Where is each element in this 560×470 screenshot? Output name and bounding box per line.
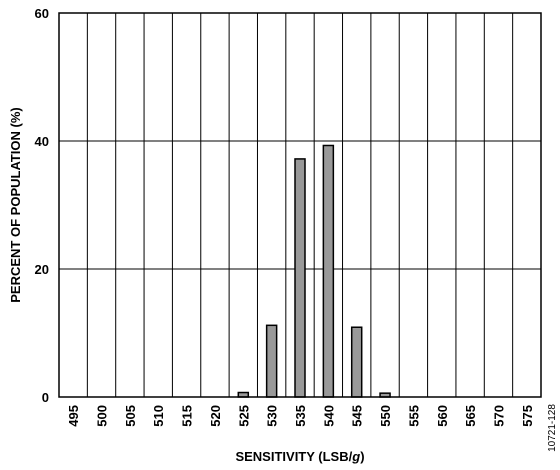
x-tick-label: 525 — [236, 405, 251, 427]
x-tick-label: 495 — [66, 405, 81, 427]
x-tick-label: 530 — [265, 405, 280, 427]
y-tick-label: 40 — [35, 134, 49, 149]
y-axis-title: PERCENT OF POPULATION (%) — [8, 107, 23, 302]
x-tick-label: 550 — [378, 405, 393, 427]
bar-540 — [322, 144, 335, 398]
x-axis-title-unit: g — [351, 449, 360, 464]
bar-545 — [350, 326, 363, 398]
y-tick-label: 60 — [35, 6, 49, 21]
x-tick-label: 510 — [151, 405, 166, 427]
x-axis-title-main: SENSITIVITY (LSB/ — [235, 449, 352, 464]
x-tick-label: 520 — [208, 405, 223, 427]
x-tick-label: 565 — [463, 405, 478, 427]
x-axis-title-close: ) — [360, 449, 364, 464]
bar-530 — [265, 324, 278, 398]
x-axis-ticks: 495 500 505 510 515 520 525 530 535 540 545 550 555 5… — [66, 405, 535, 427]
x-tick-label: 535 — [293, 405, 308, 427]
y-axis-ticks: 0 20 40 60 — [35, 6, 49, 405]
x-tick-label: 500 — [95, 405, 110, 427]
x-tick-label: 560 — [435, 405, 450, 427]
x-tick-label: 515 — [180, 405, 195, 427]
x-axis-title: SENSITIVITY (LSB/g) — [235, 449, 364, 464]
x-tick-label: 505 — [123, 405, 138, 427]
y-tick-label: 0 — [42, 390, 49, 405]
plot-frame — [58, 12, 542, 398]
x-tick-label: 540 — [321, 405, 336, 427]
x-tick-label: 545 — [350, 405, 365, 427]
x-tick-label: 570 — [491, 405, 506, 427]
x-tick-label: 575 — [520, 405, 535, 427]
y-tick-label: 20 — [35, 262, 49, 277]
bar-535 — [294, 158, 306, 398]
x-tick-label: 555 — [406, 405, 421, 427]
figure-reference-id: 10721-128 — [547, 404, 558, 452]
